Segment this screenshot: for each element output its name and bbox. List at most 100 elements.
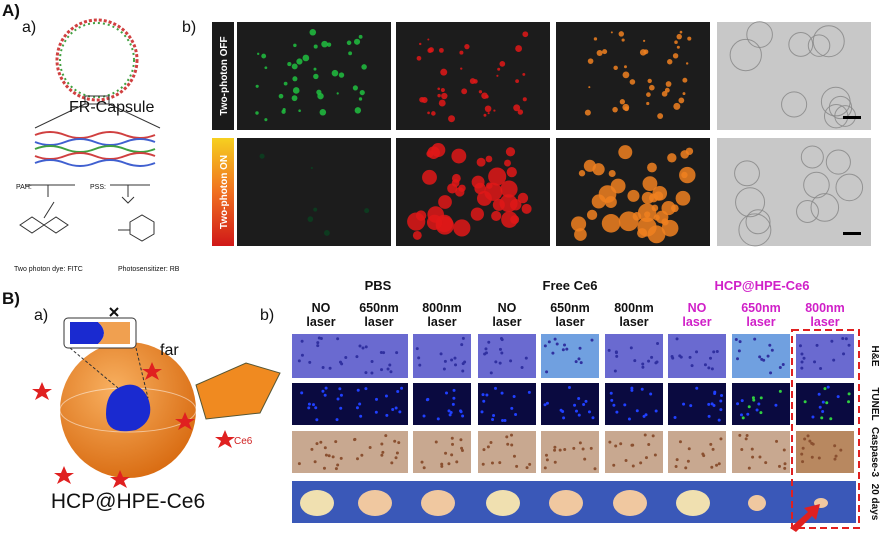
fluorescence-spot [521, 203, 532, 214]
cell [834, 454, 838, 458]
cell [510, 433, 514, 437]
cell [738, 213, 772, 247]
tissue-image [732, 431, 790, 473]
fluorescence-spot [353, 38, 361, 45]
cell [572, 446, 576, 450]
cell [310, 447, 314, 451]
fluorescence-spot [415, 210, 427, 221]
cell [442, 367, 446, 371]
fluorescence-spot [310, 166, 313, 170]
tumor [300, 490, 334, 516]
cell [778, 365, 782, 369]
cell [802, 356, 806, 360]
cell [574, 360, 578, 364]
cell [629, 346, 633, 350]
fluorescence-spot [296, 58, 303, 65]
cell [489, 440, 493, 444]
cell [418, 363, 422, 367]
fluorescence-spot [647, 162, 657, 173]
cell [764, 461, 768, 465]
fluorescence-spot [257, 52, 260, 56]
fluorescence-spot [488, 167, 507, 186]
fluorescence-spot [264, 66, 268, 70]
tumor [549, 490, 583, 516]
tissue-image [478, 383, 536, 425]
cell [482, 448, 486, 452]
cell [578, 346, 582, 350]
cell [715, 349, 719, 353]
cell [707, 366, 711, 370]
cell [833, 457, 837, 461]
cell [710, 402, 714, 406]
fluorescence-spot [641, 191, 654, 205]
cell [480, 410, 484, 414]
column-label: laser [427, 315, 456, 329]
cell [811, 415, 815, 419]
cell [389, 370, 393, 374]
cell [487, 340, 491, 344]
cell [545, 401, 549, 405]
cell [758, 355, 762, 359]
fluorescence-spot [412, 230, 422, 240]
far-label: far [160, 342, 179, 359]
fluorescence-spot [497, 67, 501, 71]
cell [642, 414, 646, 418]
cell [489, 371, 493, 375]
cell [821, 400, 825, 404]
cell [328, 366, 332, 370]
cell [485, 393, 489, 397]
cell [825, 401, 829, 405]
fluorescence-spot [510, 215, 520, 225]
cell [783, 462, 787, 466]
cell [331, 455, 335, 459]
subpanel-label: a) [22, 19, 36, 36]
cell [422, 414, 426, 418]
cell [553, 337, 557, 341]
cell [573, 403, 577, 407]
row-label: 20 days [869, 484, 880, 521]
cell [509, 359, 513, 363]
cell [829, 417, 833, 421]
cell [610, 398, 614, 402]
fluorescence-spot [619, 99, 626, 105]
fluorescence-spot [470, 207, 484, 221]
fluorescence-spot [657, 113, 664, 120]
cell [364, 387, 368, 391]
panel-label: B) [2, 289, 20, 308]
column-label: laser [555, 315, 584, 329]
cell [647, 442, 651, 446]
cell [379, 351, 383, 355]
cell [719, 399, 723, 403]
panel-label: A) [2, 1, 20, 20]
cell [590, 338, 594, 342]
cell [440, 462, 444, 466]
fluorescence-spot [309, 28, 317, 36]
cell [707, 414, 711, 418]
cell [719, 408, 723, 412]
cell [361, 346, 365, 350]
tissue-image [350, 334, 408, 378]
fluorescence-spot [627, 189, 640, 202]
cell [525, 466, 529, 470]
fluorescence-spot [323, 230, 330, 236]
cell [719, 437, 723, 441]
cell [380, 368, 384, 372]
cell [447, 409, 451, 413]
fluorescence-spot [438, 195, 452, 209]
cell [613, 369, 617, 373]
cell [775, 439, 779, 443]
cell [615, 410, 619, 414]
fluorescence-spot [618, 31, 625, 37]
fluorescence-spot [496, 74, 499, 77]
cell [439, 352, 443, 356]
cell [553, 448, 557, 452]
fluorescence-spot [493, 109, 496, 112]
cell [781, 91, 808, 118]
scale-bar [843, 232, 861, 235]
cell [760, 357, 764, 361]
cell [695, 386, 699, 390]
cell [810, 455, 814, 459]
cell [739, 413, 743, 417]
cell [769, 371, 773, 375]
